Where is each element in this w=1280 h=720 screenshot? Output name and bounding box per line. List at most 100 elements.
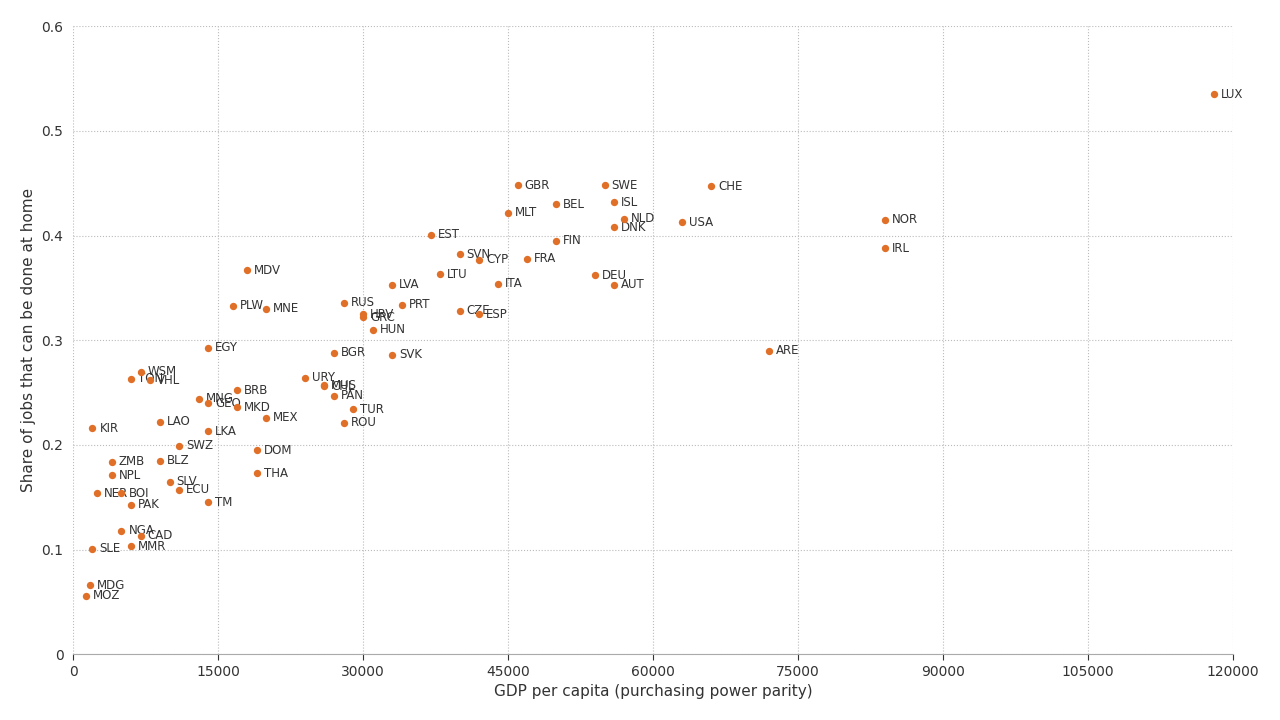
Point	[256, 303, 276, 315]
Text: ECU: ECU	[187, 483, 210, 496]
Text: ZMB: ZMB	[119, 455, 145, 468]
Text: HRV: HRV	[370, 307, 394, 320]
Point	[82, 543, 102, 554]
Text: CYP: CYP	[486, 253, 508, 266]
Point	[131, 530, 151, 541]
Text: MDV: MDV	[253, 264, 282, 276]
Point	[120, 541, 141, 552]
Point	[547, 235, 567, 247]
Point	[247, 444, 268, 456]
Point	[198, 497, 219, 508]
Point	[314, 381, 334, 392]
Point	[111, 487, 132, 499]
Text: URY: URY	[312, 372, 335, 384]
Text: VHL: VHL	[157, 374, 180, 387]
Text: IRL: IRL	[892, 242, 910, 255]
Text: BRB: BRB	[244, 384, 269, 397]
Text: RUS: RUS	[351, 296, 375, 309]
Point	[604, 197, 625, 208]
Text: ROU: ROU	[351, 416, 376, 429]
Text: MUS: MUS	[332, 379, 357, 392]
Point	[150, 416, 170, 428]
Point	[604, 222, 625, 233]
Point	[198, 342, 219, 354]
Point	[468, 254, 489, 266]
Text: SWE: SWE	[612, 179, 637, 192]
Point	[507, 179, 527, 191]
Text: MKD: MKD	[244, 401, 271, 414]
Text: NGA: NGA	[128, 524, 155, 537]
Text: PAK: PAK	[138, 498, 160, 511]
Text: AUT: AUT	[621, 279, 645, 292]
Text: BOI: BOI	[128, 487, 148, 500]
Point	[247, 467, 268, 479]
Point	[488, 278, 508, 289]
Text: CZE: CZE	[467, 305, 490, 318]
Text: LTU: LTU	[447, 268, 468, 281]
Text: ITA: ITA	[506, 277, 524, 290]
Point	[227, 402, 247, 413]
Text: LUX: LUX	[1220, 88, 1243, 101]
Point	[141, 374, 161, 386]
Point	[874, 214, 895, 225]
Text: BGR: BGR	[340, 346, 366, 359]
Text: MEX: MEX	[274, 411, 298, 424]
Point	[169, 440, 189, 451]
X-axis label: GDP per capita (purchasing power parity): GDP per capita (purchasing power parity)	[494, 684, 813, 699]
Text: NER: NER	[104, 487, 128, 500]
Point	[420, 229, 440, 240]
Point	[381, 279, 402, 291]
Point	[672, 216, 692, 228]
Point	[324, 390, 344, 402]
Text: MMR: MMR	[138, 540, 166, 553]
Text: SVK: SVK	[399, 348, 422, 361]
Point	[79, 580, 100, 591]
Point	[237, 264, 257, 276]
Point	[131, 366, 151, 377]
Point	[362, 324, 383, 336]
Text: DEU: DEU	[602, 269, 627, 282]
Point	[430, 269, 451, 280]
Point	[1203, 89, 1224, 100]
Point	[468, 308, 489, 320]
Text: NLD: NLD	[631, 212, 655, 225]
Point	[381, 349, 402, 361]
Point	[498, 207, 518, 218]
Point	[227, 384, 247, 396]
Point	[256, 412, 276, 423]
Text: ESP: ESP	[486, 307, 508, 320]
Text: MNE: MNE	[274, 302, 300, 315]
Text: MDG: MDG	[96, 579, 125, 592]
Point	[294, 372, 315, 384]
Point	[334, 297, 355, 308]
Text: EGY: EGY	[215, 341, 238, 354]
Text: MOZ: MOZ	[92, 589, 120, 602]
Text: DOM: DOM	[264, 444, 292, 456]
Point	[547, 199, 567, 210]
Text: TM: TM	[215, 496, 233, 509]
Text: KIR: KIR	[100, 422, 119, 435]
Point	[613, 213, 634, 225]
Text: SVN: SVN	[467, 248, 490, 261]
Point	[87, 487, 108, 499]
Point	[188, 393, 209, 405]
Text: SLE: SLE	[100, 542, 120, 555]
Text: CHE: CHE	[718, 180, 742, 193]
Point	[120, 373, 141, 384]
Text: LKA: LKA	[215, 425, 237, 438]
Text: CHL: CHL	[332, 380, 355, 393]
Text: LVA: LVA	[399, 279, 420, 292]
Point	[198, 397, 219, 409]
Point	[517, 253, 538, 264]
Point	[759, 345, 780, 356]
Text: MNG: MNG	[206, 392, 234, 405]
Text: LAO: LAO	[166, 415, 191, 428]
Point	[169, 484, 189, 495]
Point	[150, 455, 170, 467]
Text: BEL: BEL	[563, 198, 585, 211]
Point	[874, 243, 895, 254]
Text: GBR: GBR	[525, 179, 550, 192]
Text: GEO: GEO	[215, 397, 241, 410]
Text: PAN: PAN	[340, 390, 364, 402]
Point	[223, 300, 243, 312]
